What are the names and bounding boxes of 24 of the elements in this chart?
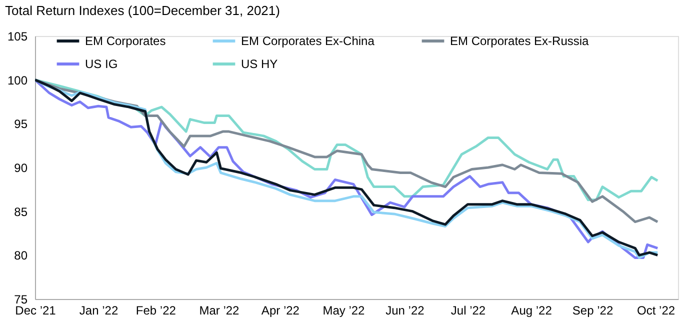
- y-tick-label: 80: [14, 248, 28, 263]
- legend-label: EM Corporates Ex-China: [241, 34, 375, 48]
- y-tick-label: 85: [14, 204, 28, 219]
- y-tick-label: 90: [14, 161, 28, 175]
- legend-label: EM Corporates Ex-Russia: [450, 34, 590, 48]
- x-tick-label: Mar ’22: [199, 304, 240, 318]
- x-tick-label: Feb ’22: [136, 304, 176, 318]
- x-tick-label: Sep ’22: [572, 304, 614, 318]
- y-tick-label: 105: [7, 30, 28, 44]
- x-tick-label: Aug ’22: [511, 304, 552, 318]
- x-tick-label: Apr ’22: [261, 304, 300, 318]
- x-tick-label: Jun ’22: [386, 304, 425, 318]
- x-tick-label: Oct ’22: [637, 304, 676, 318]
- y-tick-label: 75: [14, 292, 28, 306]
- chart-title: Total Return Indexes (100=December 31, 2021): [5, 3, 280, 18]
- legend-label: EM Corporates: [85, 34, 166, 48]
- x-tick-label: Jul ’22: [450, 304, 486, 318]
- legend-label: US HY: [241, 57, 278, 71]
- x-tick-label: Jan ’22: [79, 304, 118, 318]
- x-tick-label: Dec ’21: [15, 304, 56, 318]
- legend-label: US IG: [85, 57, 118, 71]
- y-tick-label: 100: [7, 73, 28, 88]
- x-tick-label: May ’22: [322, 304, 366, 318]
- y-tick-label: 95: [14, 117, 28, 132]
